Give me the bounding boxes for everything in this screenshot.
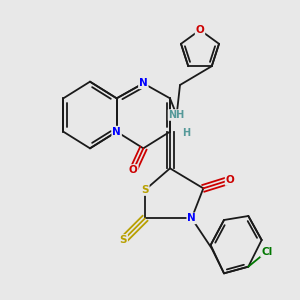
Text: N: N	[187, 213, 196, 223]
Text: S: S	[120, 235, 127, 245]
Text: O: O	[226, 175, 234, 185]
Text: O: O	[196, 25, 204, 35]
Text: N: N	[139, 78, 148, 88]
Text: H: H	[183, 128, 191, 138]
Text: N: N	[112, 127, 121, 137]
Text: Cl: Cl	[261, 247, 272, 257]
Text: NH: NH	[169, 110, 185, 120]
Text: O: O	[129, 165, 138, 175]
Text: S: S	[141, 185, 149, 195]
